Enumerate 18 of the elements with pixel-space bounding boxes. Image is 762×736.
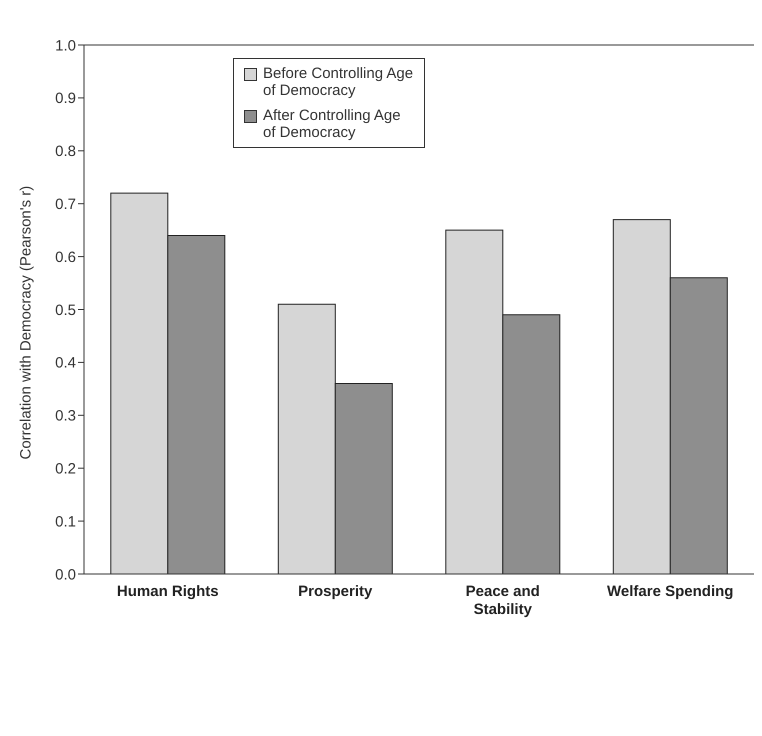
y-tick-label: 0.5 <box>55 302 76 319</box>
y-tick-label: 0.2 <box>55 460 76 478</box>
y-axis-title: Correlation with Democracy (Pearson's r) <box>17 186 34 460</box>
y-tick-label: 0.0 <box>55 566 76 584</box>
y-tick-label: 0.1 <box>55 513 76 530</box>
x-tick-label: Peace and Stability <box>466 583 540 618</box>
y-tick-label: 0.8 <box>55 143 76 160</box>
x-tick-label: Welfare Spending <box>607 583 734 600</box>
y-tick-label: 0.9 <box>55 90 76 108</box>
legend-label: After Controlling Age of Democracy <box>263 107 402 141</box>
y-tick-label: 0.7 <box>55 196 76 214</box>
x-tick-label: Prosperity <box>298 583 373 600</box>
x-tick-label: Human Rights <box>116 583 219 600</box>
legend-label: Before Controlling Age of Democracy <box>263 65 414 99</box>
y-tick-label: 0.6 <box>55 248 76 266</box>
y-tick-label: 0.4 <box>55 354 76 372</box>
y-tick-label: 0.3 <box>55 408 76 425</box>
y-tick-label: 1.0 <box>55 37 76 54</box>
